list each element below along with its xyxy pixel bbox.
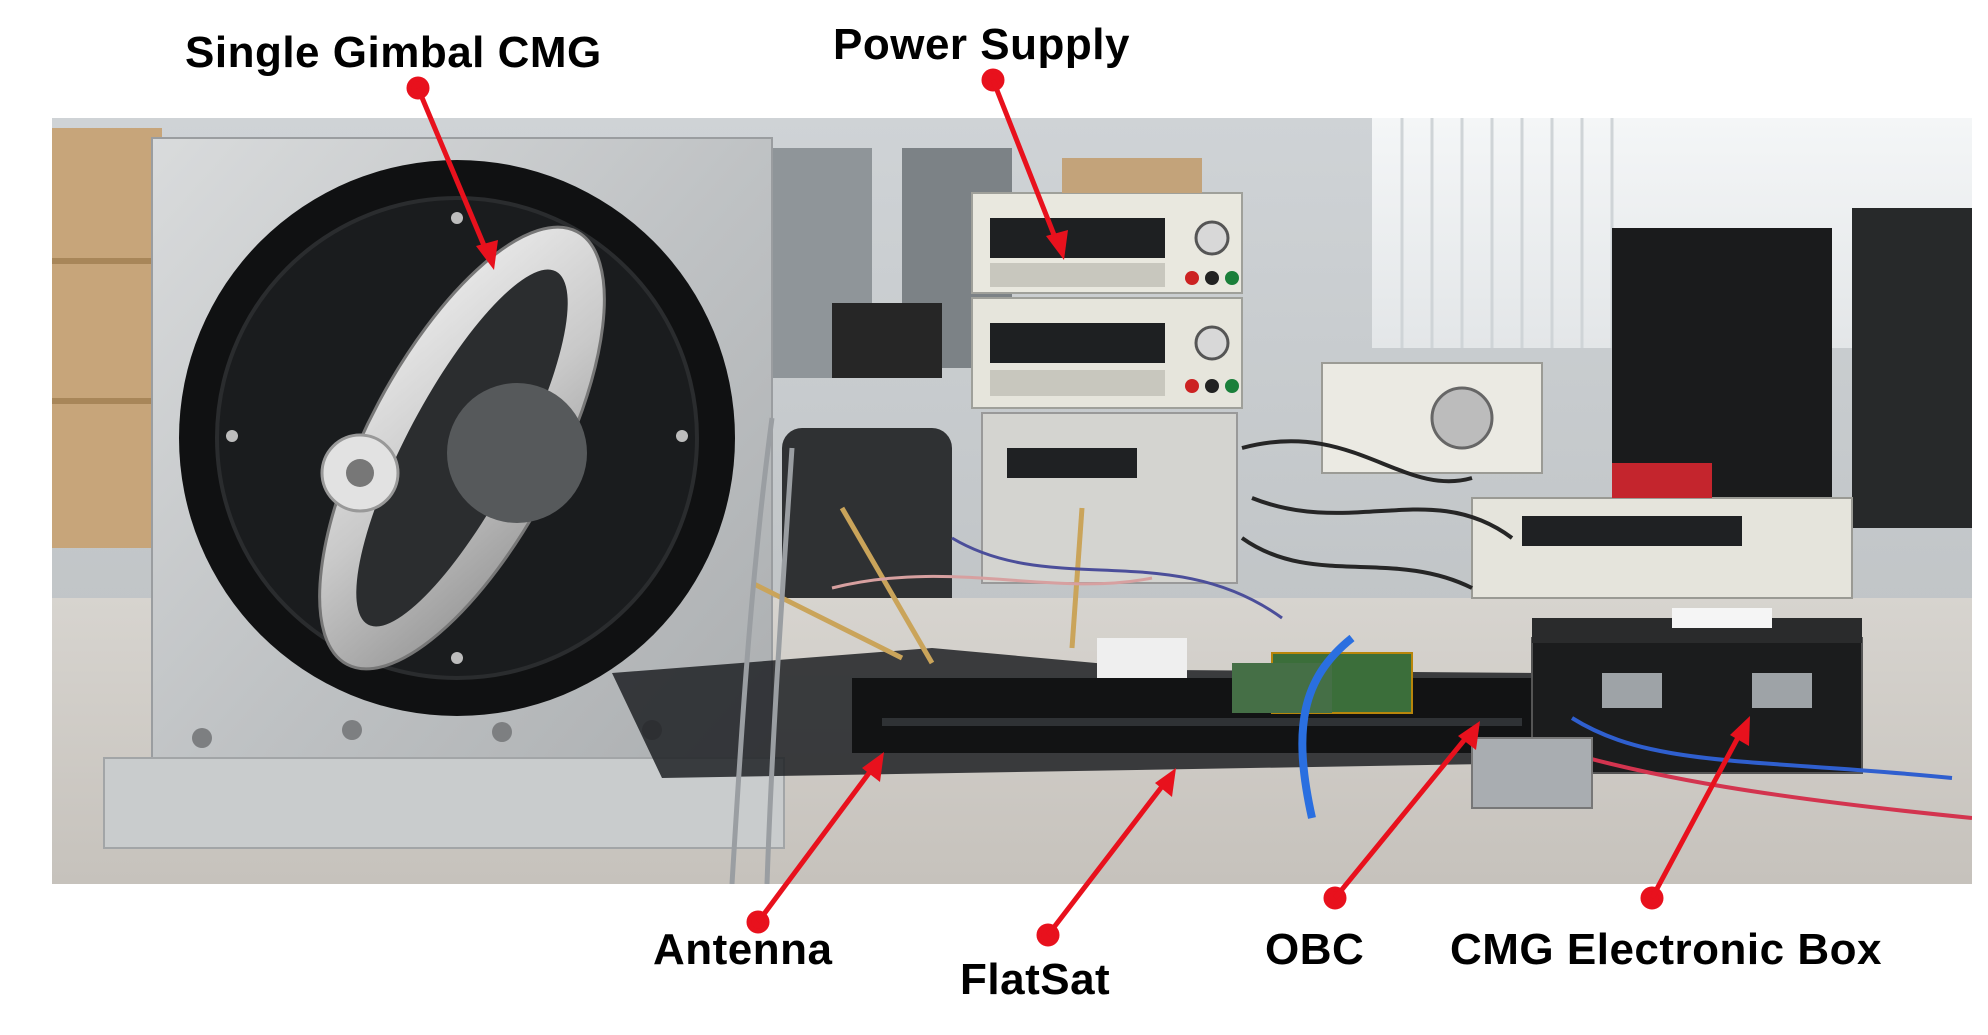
label-single-gimbal-cmg: Single Gimbal CMG (185, 28, 602, 77)
label-obc: OBC (1265, 925, 1365, 974)
single-gimbal-cmg (103, 137, 785, 849)
label-power-supply: Power Supply (833, 20, 1130, 69)
label-antenna: Antenna (653, 925, 833, 974)
label-cmg-electronic-box: CMG Electronic Box (1450, 925, 1882, 974)
monitor (832, 303, 942, 378)
label-flatsat: FlatSat (960, 955, 1111, 1004)
cmg-electronic-box (1471, 608, 1972, 820)
antenna-rod (750, 580, 904, 661)
lab-setup-photo (52, 118, 1972, 884)
cardboard-box (1062, 158, 1202, 193)
cardboard-boxes (52, 128, 162, 548)
power-supply-stack (971, 158, 1243, 584)
lab-equipment-right (1321, 208, 1972, 599)
